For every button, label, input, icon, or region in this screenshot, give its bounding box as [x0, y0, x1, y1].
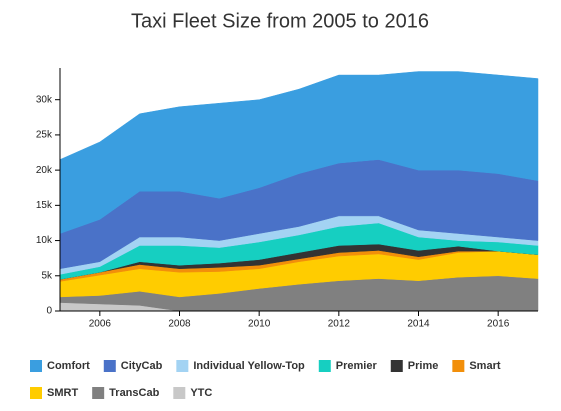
legend-label: Smart [469, 360, 501, 372]
legend-item: CityCab [103, 360, 163, 372]
y-tick-label: 20k [36, 165, 53, 176]
y-tick-label: 5k [41, 270, 53, 281]
legend-label: Comfort [47, 360, 90, 372]
y-tick-label: 25k [36, 130, 53, 141]
legend-swatch [30, 387, 42, 399]
area [59, 71, 539, 234]
legend-item: SMRT [30, 387, 78, 399]
y-tick-label: 30k [36, 94, 53, 105]
legend-item: Comfort [30, 360, 90, 372]
legend: Comfort CityCab Individual Yellow-Top Premi… [30, 360, 501, 399]
legend-label: YTC [190, 387, 212, 399]
legend-swatch [103, 360, 116, 372]
legend-label: CityCab [121, 360, 163, 372]
legend-label: Premier [336, 360, 378, 372]
x-tick-label: 2008 [168, 319, 191, 330]
y-tick-label: 0 [46, 306, 52, 317]
legend-item: Prime [390, 360, 439, 372]
legend-label: SMRT [47, 387, 78, 399]
legend-item: Premier [318, 360, 378, 372]
y-tick-label: 15k [36, 200, 53, 211]
legend-swatch [30, 360, 42, 372]
x-tick-label: 2006 [89, 319, 112, 330]
legend-label: Individual Yellow-Top [193, 360, 305, 372]
chart-title: Taxi Fleet Size from 2005 to 2016 [131, 10, 429, 32]
legend-item: TransCab [92, 387, 160, 399]
legend-swatch [92, 387, 105, 399]
plot-area [59, 71, 539, 312]
legend-swatch [318, 360, 331, 372]
legend-label: TransCab [109, 387, 159, 399]
x-tick-label: 2014 [407, 319, 430, 330]
legend-swatch [176, 360, 189, 372]
y-tick-label: 10k [36, 235, 53, 246]
legend-label: Prime [408, 360, 439, 372]
legend-swatch [390, 360, 403, 372]
axes: 0 5k 10k 15k 20k 25k 30k 2006 2008 2010 2012 2014 20… [36, 68, 538, 330]
legend-item: YTC [173, 387, 212, 399]
legend-swatch [173, 387, 186, 399]
legend-swatch [452, 360, 465, 372]
legend-item: Individual Yellow-Top [176, 360, 305, 372]
x-tick-label: 2010 [248, 319, 271, 330]
x-tick-label: 2012 [328, 319, 351, 330]
legend-item: Smart [452, 360, 501, 372]
x-tick-label: 2016 [487, 319, 510, 330]
